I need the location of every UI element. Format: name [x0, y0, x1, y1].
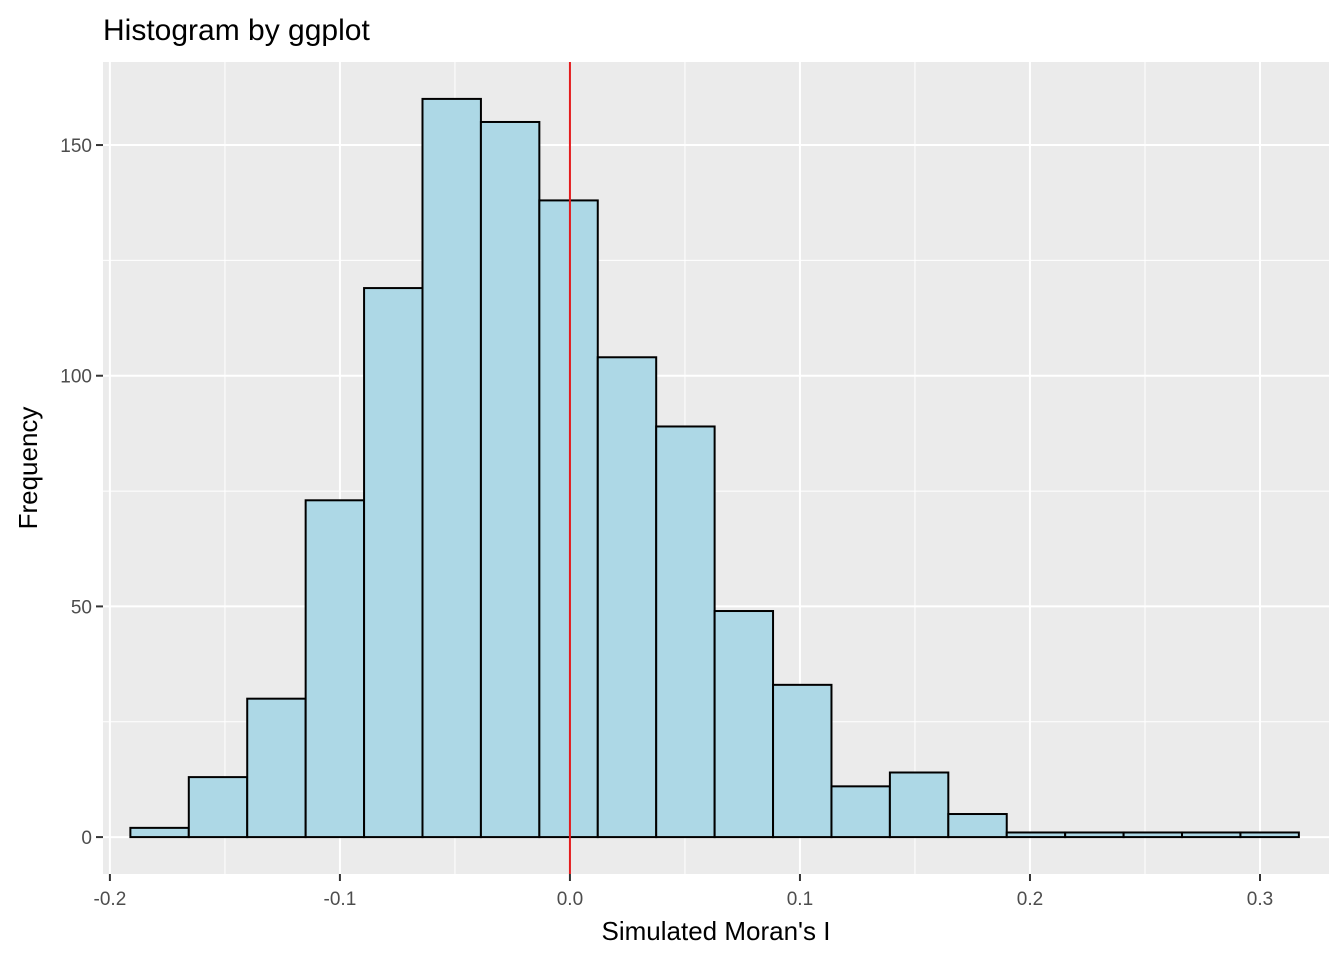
histogram-bar — [1064, 831, 1125, 839]
y-tick-label: 50 — [71, 597, 92, 618]
y-axis: 0 50 100 150 — [60, 136, 103, 849]
x-tick-label: 0.2 — [1017, 889, 1043, 910]
histogram-bars — [129, 97, 1300, 839]
histogram-bar — [246, 697, 307, 839]
histogram-bar — [1005, 831, 1067, 839]
histogram-bar — [947, 813, 1008, 839]
y-tick-label: 100 — [60, 367, 92, 388]
x-tick-label: -0.2 — [94, 889, 127, 910]
histogram-bar — [1122, 831, 1184, 839]
y-tick-label: 0 — [81, 828, 92, 849]
histogram-bar — [479, 120, 541, 839]
histogram-bar — [304, 499, 366, 839]
x-tick-label: 0.3 — [1247, 889, 1273, 910]
y-tick-label: 150 — [60, 136, 92, 157]
histogram-bar — [363, 287, 424, 839]
x-tick-label: -0.1 — [324, 889, 357, 910]
histogram-bar — [129, 826, 190, 839]
y-axis-title: Frequency — [13, 407, 43, 530]
histogram-bar — [596, 356, 658, 839]
x-axis-title: Simulated Moran's I — [602, 916, 831, 946]
histogram-bar — [713, 610, 775, 839]
histogram-bar — [187, 776, 249, 839]
histogram-bar — [538, 199, 599, 839]
histogram-bar — [421, 97, 482, 839]
histogram-bar — [655, 425, 716, 839]
histogram-bar — [830, 785, 891, 839]
x-tick-label: 0.0 — [557, 889, 583, 910]
histogram-bar — [772, 683, 833, 839]
histogram-bar — [1181, 831, 1242, 839]
x-axis: -0.2 -0.1 0.0 0.1 0.2 0.3 — [94, 874, 1273, 910]
histogram-bar — [888, 771, 950, 839]
x-tick-label: 0.1 — [787, 889, 813, 910]
chart-title: Histogram by ggplot — [103, 14, 370, 47]
histogram-bar — [1239, 831, 1300, 839]
